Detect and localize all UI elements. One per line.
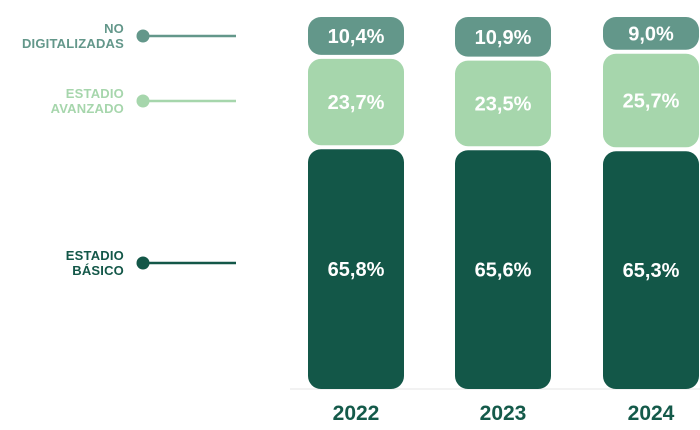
x-axis-labels: 2022 2023 2024 [333, 402, 675, 425]
legend-marker [136, 256, 150, 270]
x-tick-label-2023: 2023 [480, 402, 527, 425]
bars: 65,8% 23,7% 10,4% 65,6% 23,5% 10,9% 65,3% 25,7%… [308, 17, 699, 389]
bar-segment-2022-1 [308, 149, 404, 389]
data-label-2023-3: 10,9% [475, 27, 532, 49]
legend-marker [136, 94, 150, 108]
bar-segment-2024-2 [603, 53, 699, 148]
data-label-2022-2: 23,7% [328, 92, 385, 114]
bar-segment-2024-3 [603, 17, 699, 50]
data-label-2024-1: 65,3% [623, 260, 680, 282]
bar-segment-2024-1 [603, 151, 699, 389]
data-label-2023-1: 65,6% [475, 260, 532, 282]
legend-label-line: ESTADIO [66, 248, 124, 263]
bar-segment-2022-3 [308, 17, 404, 55]
data-label-2023-2: 23,5% [475, 93, 532, 115]
data-label-2024-2: 25,7% [623, 91, 680, 113]
data-label-2024-3: 9,0% [628, 23, 674, 45]
legend: ESTADIOBÁSICOESTADIOAVANZADONODIGITALIZA… [22, 21, 236, 278]
legend-label-line: BÁSICO [72, 263, 124, 278]
legend-label-line: ESTADIO [66, 86, 124, 101]
bar-segment-2022-2 [308, 58, 404, 146]
bar-segment-2023-3 [455, 17, 551, 57]
x-tick-label-2022: 2022 [333, 402, 380, 425]
legend-label-line: NO [104, 21, 124, 36]
data-label-2022-1: 65,8% [328, 259, 385, 281]
bar-segment-2023-2 [455, 60, 551, 147]
legend-label-line: DIGITALIZADAS [22, 36, 124, 51]
data-label-2022-3: 10,4% [328, 26, 385, 48]
bar-segment-2023-1 [455, 150, 551, 389]
legend-marker [136, 29, 150, 43]
legend-label-line: AVANZADO [51, 101, 124, 116]
x-tick-label-2024: 2024 [628, 402, 675, 425]
